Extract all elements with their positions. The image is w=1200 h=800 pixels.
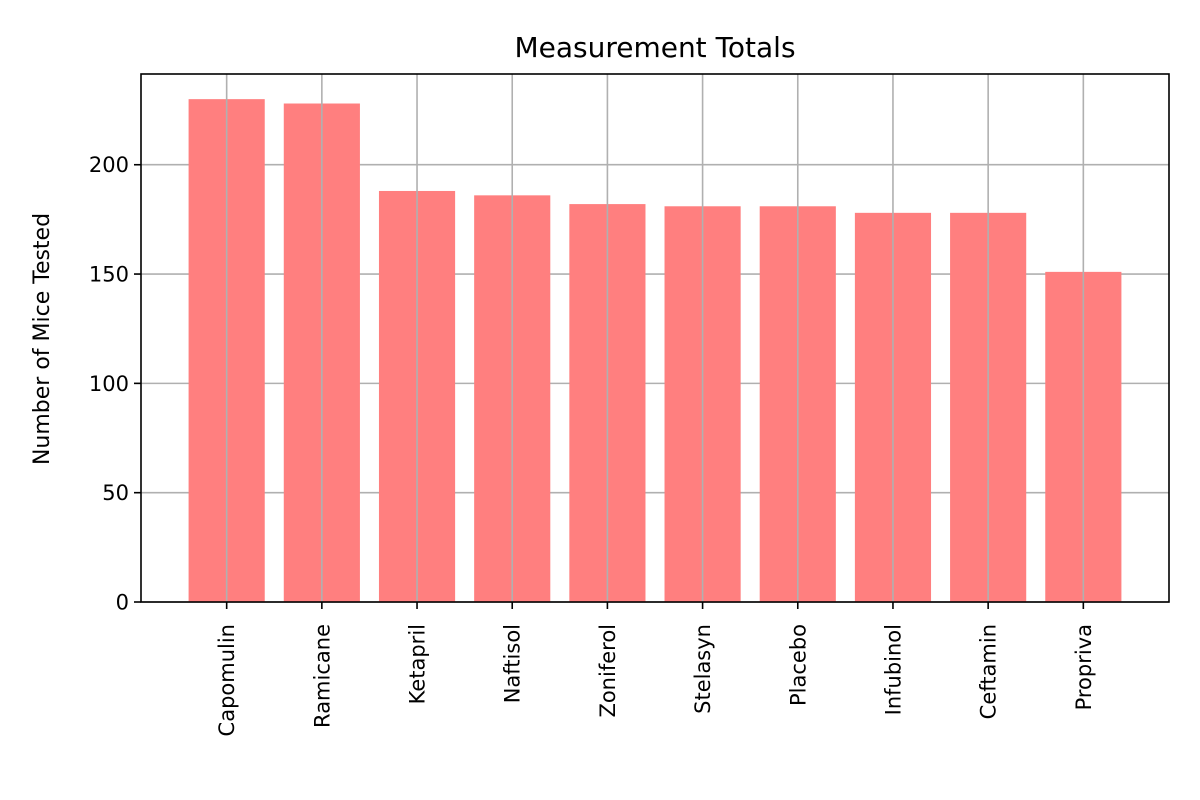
y-tick-label: 50 — [102, 481, 129, 505]
x-tick-label: Placebo — [786, 624, 810, 706]
x-tick-label: Propriva — [1072, 624, 1096, 710]
y-axis-label: Number of Mice Tested — [30, 213, 55, 465]
x-tick-label: Stelasyn — [691, 624, 715, 714]
y-tick-label: 150 — [89, 263, 129, 287]
y-tick-label: 100 — [89, 372, 129, 396]
x-tick-label: Capomulin — [215, 624, 239, 736]
chart-title: Measurement Totals — [514, 31, 795, 64]
x-tick-label: Ramicane — [310, 624, 334, 728]
ticks-layer: 0 50 100 150 200 Capomulin Ramicane Ketapril Naf… — [89, 153, 1096, 736]
x-tick-label: Infubinol — [881, 624, 905, 715]
x-tick-label: Ketapril — [406, 624, 430, 704]
plot-frame — [140, 73, 1170, 603]
x-tick-label: Naftisol — [501, 624, 525, 703]
y-tick-label: 200 — [89, 153, 129, 177]
x-tick-label: Ceftamin — [977, 624, 1001, 719]
x-tick-label: Zoniferol — [596, 624, 620, 718]
vertical-grid-layer — [225, 74, 1085, 602]
y-tick-label: 0 — [116, 591, 129, 615]
